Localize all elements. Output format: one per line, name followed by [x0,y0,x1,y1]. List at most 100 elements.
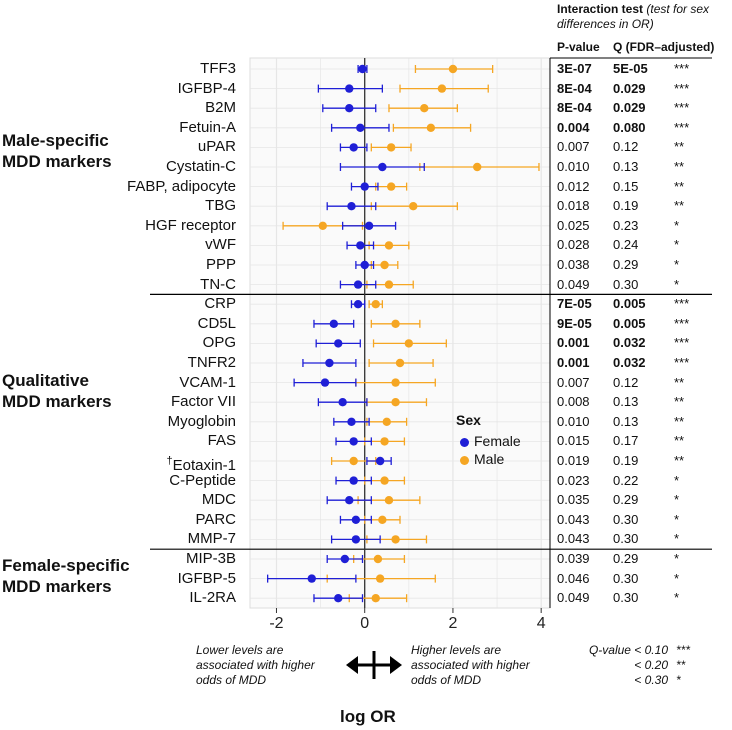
significance-stars: ** [674,198,685,214]
marker-name: C-Peptide [169,471,236,489]
pvalue-cell: 9E-05 [557,315,592,331]
female-point [356,241,365,250]
group-label-line2: MDD markers [2,392,112,411]
qvalue-cell: 0.23 [613,217,639,233]
female-point [307,574,316,583]
female-point [338,398,347,407]
marker-name: PPP [205,256,236,273]
female-point [351,515,361,524]
significance-stars: * [674,217,680,233]
marker-name: FABP, adipocyte [127,177,236,195]
group-label-line2: MDD markers [2,577,112,596]
marker-label: uPAR [36,139,236,155]
marker-label: TN-C [36,276,236,293]
significance-stars: ** [674,374,685,390]
marker-label: PARC [36,511,236,528]
significance-stars: ** [674,453,685,468]
qvalue-cell: 0.005 [613,296,646,312]
female-point [353,280,363,289]
qvalue-legend-star: * [676,673,681,687]
marker-name: HGF receptor [145,216,236,234]
marker-label: MMP-7 [36,531,236,547]
female-point [364,221,374,230]
pvalue-cell: 0.049 [557,276,590,292]
pvalue-cell: 0.039 [557,551,590,566]
interaction-title: Interaction test [557,2,644,16]
marker-label: CD5L [36,315,236,332]
male-point [378,515,387,524]
pvalue-cell: 0.018 [557,198,590,214]
note-line: odds of MDD [196,673,267,687]
female-point [329,319,339,328]
male-point [448,64,458,74]
male-point [384,280,394,289]
pvalue-cell: 0.049 [557,590,590,606]
pvalue-cell: 0.046 [557,570,590,586]
qvalue-cell: 0.032 [613,335,646,351]
female-point [378,162,387,172]
male-point [384,496,394,505]
significance-stars: ** [674,413,685,429]
marker-name: TBG [205,197,236,215]
qvalue-legend-star: *** [676,643,691,657]
male-point [318,221,327,230]
legend-female-label: Female [474,433,521,449]
male-point [473,162,482,172]
marker-name: CRP [204,295,236,313]
male-point [391,398,400,407]
marker-name: Eotaxin-1 [172,457,236,474]
significance-stars: * [674,472,680,488]
male-point [384,241,394,250]
marker-name: FAS [207,432,236,450]
pvalue-cell: 0.035 [557,492,590,508]
marker-name: IL-2RA [189,589,236,607]
significance-stars: *** [674,355,690,370]
legend-title: Sex [456,412,481,428]
significance-stars: * [674,570,680,586]
marker-label: Factor VII [36,394,236,410]
pvalue-cell: 0.012 [557,178,590,194]
qvalue-cell: 0.080 [613,119,646,135]
qvalue-cell: 0.19 [613,453,639,468]
marker-name: Fetuin-A [179,118,236,136]
significance-stars: * [674,551,680,566]
significance-stars: * [674,237,680,253]
pvalue-column-header: P-value [557,40,600,54]
pvalue-cell: 7E-05 [557,296,592,312]
male-point [391,378,400,387]
male-point [375,574,385,583]
qvalue-cell: 0.12 [613,139,639,155]
pvalue-cell: 0.043 [557,511,590,527]
marker-name: IGFBP-5 [177,569,236,587]
pvalue-cell: 0.015 [557,433,590,449]
marker-name: MDC [201,491,236,509]
male-point [386,182,396,191]
pvalue-cell: 8E-04 [557,100,592,116]
marker-name: VCAM-1 [179,373,236,391]
marker-label: IL-2RA [36,590,236,606]
marker-label: FAS [36,433,236,449]
significance-stars: ** [674,139,685,155]
qvalue-cell: 0.30 [613,511,639,527]
qvalue-cell: 0.12 [613,374,639,390]
marker-label: TFF3 [36,61,236,77]
group-label-female-specific: Female-specific MDD markers [2,555,182,597]
marker-label: vWF [36,237,236,253]
qvalue-cell: 0.029 [613,80,646,96]
female-point [351,535,361,544]
qvalue-cell: 0.29 [613,257,639,272]
significance-stars: *** [674,296,690,312]
pvalue-cell: 0.025 [557,217,590,233]
marker-name: TFF3 [200,60,236,77]
significance-stars: * [674,492,680,508]
qvalue-column-header: Q (FDR–adjusted) [613,40,715,54]
lower-levels-note: Lower levels are associated with higher … [196,643,315,688]
male-point [349,456,358,466]
qvalue-cell: 0.30 [613,570,639,586]
significance-stars: *** [674,80,690,96]
marker-label: Cystatin-C [36,159,236,175]
marker-name: uPAR [197,138,236,156]
marker-name: OPG [202,334,236,352]
double-arrow-icon [346,651,402,679]
significance-stars: * [674,511,680,527]
